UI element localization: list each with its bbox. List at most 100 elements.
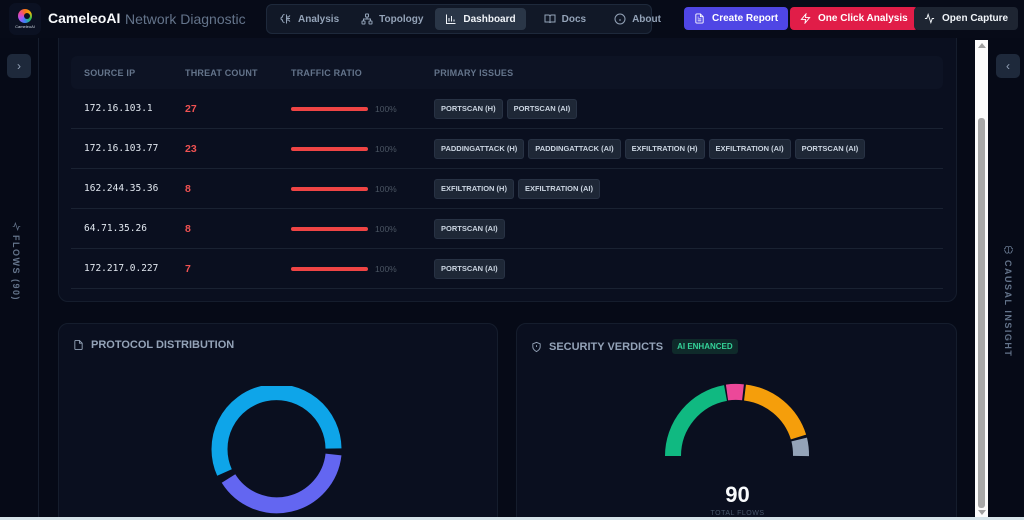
main-scrollbar[interactable] (975, 40, 988, 518)
ai-enhanced-badge: AI ENHANCED (672, 339, 738, 354)
traffic-ratio: 100% (291, 184, 434, 194)
protocol-distribution-card: PROTOCOL DISTRIBUTION (58, 323, 498, 518)
issue-tag: PADDINGATTACK (H) (434, 138, 525, 159)
chevron-right-icon: › (17, 59, 21, 73)
security-verdicts-label: SECURITY VERDICTS (549, 340, 664, 353)
verdict-segment-benign[interactable] (665, 385, 728, 457)
issue-tag: PADDINGATTACK (AI) (528, 138, 621, 159)
scroll-thumb[interactable] (978, 118, 985, 508)
nav-analysis-label: Analysis (298, 13, 340, 25)
scroll-up-arrow-icon[interactable] (978, 43, 986, 48)
threat-count: 23 (185, 142, 197, 155)
ratio-bar (291, 266, 368, 271)
dashboard-main: SOURCE IP THREAT COUNT TRAFFIC RATIO PRI… (40, 38, 975, 518)
protocol-distribution-title: PROTOCOL DISTRIBUTION (73, 339, 234, 351)
threat-count: 27 (185, 102, 197, 115)
issues-list: EXFILTRATION (H) EXFILTRATION (AI) (434, 178, 943, 199)
nav-docs[interactable]: Docs (534, 8, 596, 30)
verdict-segment-malicious[interactable] (725, 383, 744, 401)
brain-circuit-icon (1003, 246, 1013, 254)
nav-about[interactable]: About (604, 8, 671, 30)
file-text-icon (695, 13, 704, 24)
activity-icon (12, 222, 20, 231)
top-bar: CameleoAI CameleoAI Network Diagnostic A… (0, 0, 1024, 38)
nav-analysis[interactable]: Analysis (270, 8, 349, 30)
expand-causal-insight-button[interactable]: ‹ (996, 54, 1020, 78)
brain-icon (280, 14, 291, 24)
create-report-label: Create Report (712, 13, 779, 24)
issue-tag: PORTSCAN (H) (434, 98, 503, 119)
scroll-down-arrow-icon[interactable] (978, 510, 986, 515)
brand-name: CameleoAI (48, 10, 121, 26)
col-traffic-ratio: TRAFFIC RATIO (291, 67, 362, 78)
nav-dashboard[interactable]: Dashboard (435, 8, 526, 30)
ratio-percent: 100% (375, 263, 397, 274)
table-row[interactable]: 172.16.103.1 27 100% PORTSCAN (H) PORTSC… (71, 89, 943, 129)
window-bottom-edge (0, 517, 1024, 520)
col-threat-count: THREAT COUNT (185, 67, 258, 78)
create-report-button[interactable]: Create Report (684, 7, 789, 30)
threat-sources-card: SOURCE IP THREAT COUNT TRAFFIC RATIO PRI… (58, 38, 957, 302)
issues-list: PORTSCAN (AI) (434, 258, 943, 279)
flows-rail-label[interactable]: FLOWS (90) (11, 222, 21, 301)
traffic-ratio: 100% (291, 224, 434, 234)
threat-count: 7 (185, 262, 191, 275)
table-row[interactable]: 172.16.103.77 23 100% PADDINGATTACK (H) … (71, 129, 943, 169)
open-capture-label: Open Capture (942, 13, 1009, 24)
issue-tag: EXFILTRATION (AI) (517, 178, 601, 199)
shield-icon (532, 341, 541, 352)
issue-tag: EXFILTRATION (H) (434, 178, 514, 199)
source-ip: 64.71.35.26 (84, 223, 147, 234)
activity-icon (924, 13, 935, 24)
issues-list: PADDINGATTACK (H) PADDINGATTACK (AI) EXF… (434, 138, 943, 159)
chevron-left-icon: ‹ (1006, 59, 1010, 73)
source-ip: 172.16.103.1 (84, 103, 153, 114)
issues-list: PORTSCAN (H) PORTSCAN (AI) (434, 98, 943, 119)
verdict-segment-unknown[interactable] (791, 437, 809, 457)
protocol-segment-1[interactable] (211, 386, 342, 476)
nav-dashboard-label: Dashboard (463, 13, 516, 25)
verdict-segment-suspicious[interactable] (743, 384, 807, 440)
protocol-segment-2[interactable] (221, 453, 342, 514)
nav-topology[interactable]: Topology (351, 8, 433, 30)
open-capture-button[interactable]: Open Capture (914, 7, 1019, 30)
chameleon-logo-icon (18, 9, 32, 23)
lightning-icon (800, 13, 811, 24)
causal-insight-sidebar-collapsed: ‹ (989, 38, 1024, 520)
app-logo[interactable]: CameleoAI (9, 3, 41, 35)
issues-list: PORTSCAN (AI) (434, 218, 943, 239)
nav-topology-label: Topology (379, 13, 424, 25)
logo-text: CameleoAI (15, 24, 35, 29)
ratio-bar (291, 146, 368, 151)
expand-flows-button[interactable]: › (7, 54, 31, 78)
table-row[interactable]: 172.217.0.227 7 100% PORTSCAN (AI) (71, 249, 943, 289)
table-header: SOURCE IP THREAT COUNT TRAFFIC RATIO PRI… (71, 56, 943, 89)
ratio-bar (291, 106, 368, 111)
one-click-analysis-label: One Click Analysis (818, 13, 908, 24)
issue-tag: PORTSCAN (AI) (794, 138, 866, 159)
issue-tag: PORTSCAN (AI) (434, 258, 505, 279)
table-row[interactable]: 64.71.35.26 8 100% PORTSCAN (AI) (71, 209, 943, 249)
ratio-percent: 100% (375, 103, 397, 114)
protocol-distribution-label: PROTOCOL DISTRIBUTION (91, 339, 235, 351)
one-click-analysis-button[interactable]: One Click Analysis (790, 7, 918, 30)
book-icon (544, 14, 556, 24)
binary-file-icon (74, 339, 83, 351)
protocol-donut-chart[interactable] (211, 386, 343, 518)
causal-insight-rail-label[interactable]: CAUSAL INSIGHT (1003, 246, 1013, 357)
table-row[interactable]: 162.244.35.36 8 100% EXFILTRATION (H) EX… (71, 169, 943, 209)
app-subtitle: Network Diagnostic (125, 11, 246, 27)
causal-insight-label: CAUSAL INSIGHT (1003, 260, 1013, 358)
ratio-percent: 100% (375, 143, 397, 154)
nav-about-label: About (632, 13, 661, 25)
flows-sidebar-collapsed: › (0, 38, 39, 520)
source-ip: 172.217.0.227 (84, 263, 159, 274)
threat-count: 8 (185, 182, 191, 195)
verdicts-gauge-chart[interactable] (662, 382, 812, 462)
issue-tag: PORTSCAN (AI) (506, 98, 578, 119)
source-ip: 172.16.103.77 (84, 143, 159, 154)
issue-tag: EXFILTRATION (AI) (708, 138, 791, 159)
ratio-bar (291, 226, 368, 231)
main-nav: Analysis Topology Dashboard Docs About (266, 4, 661, 34)
traffic-ratio: 100% (291, 144, 434, 154)
